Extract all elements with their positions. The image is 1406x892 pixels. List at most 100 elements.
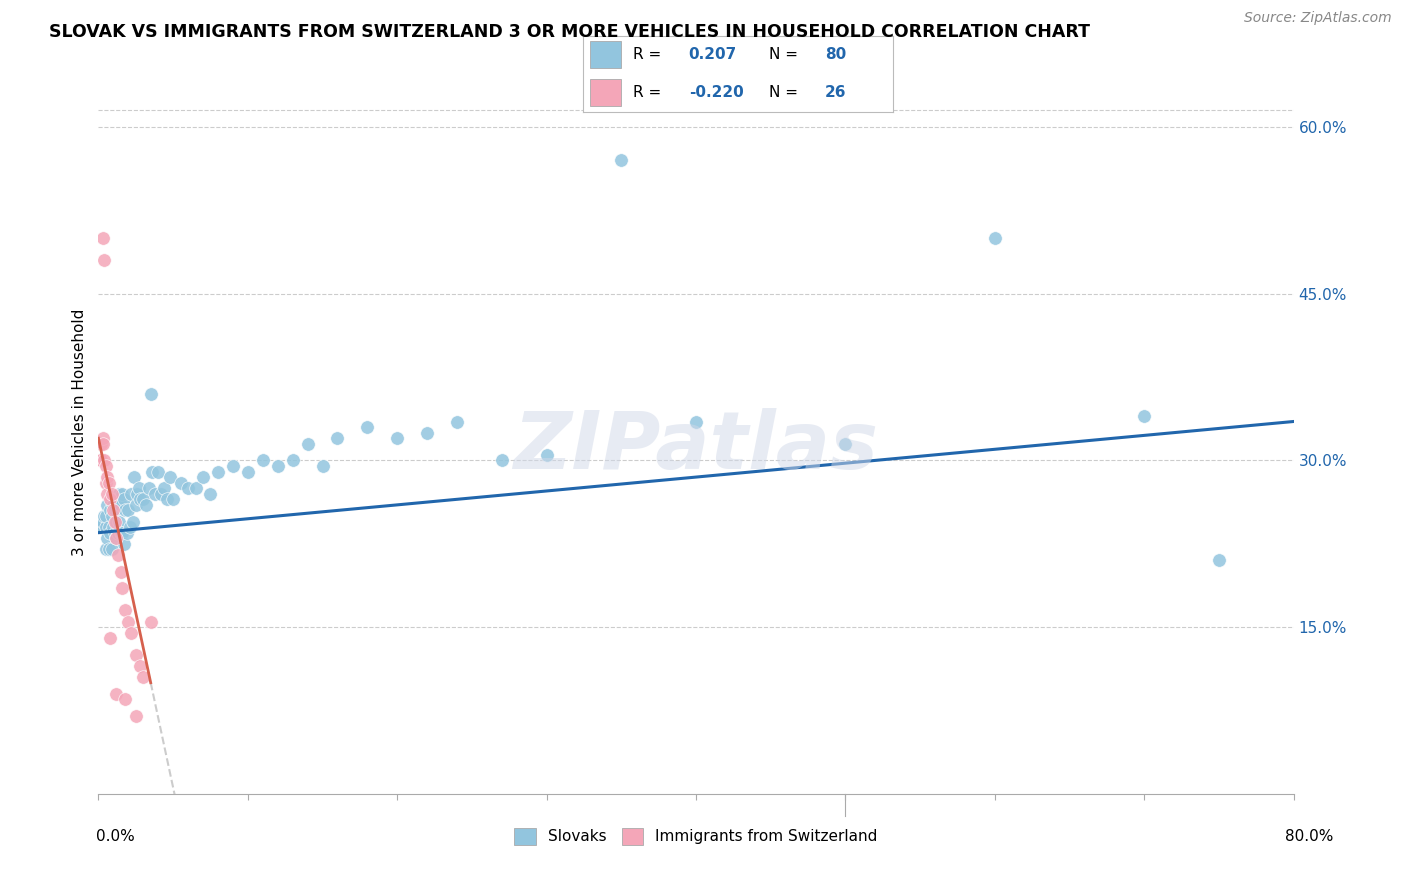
Point [120,625,142,640]
Point [150,487,173,501]
Point [446,415,468,429]
Point [536,448,558,462]
Point [207,465,229,479]
Point [125,648,148,662]
Point [169,475,191,490]
Point [94,508,117,523]
Point [91,436,114,450]
Point [159,470,181,484]
Point [121,515,143,529]
Legend: Slovaks, Immigrants from Switzerland: Slovaks, Immigrants from Switzerland [508,822,884,851]
Point [101,487,124,501]
Point [105,515,128,529]
Point [105,687,128,701]
Point [91,431,114,445]
Point [162,492,184,507]
Point [94,542,117,557]
Point [125,709,148,723]
Text: ZIPatlas: ZIPatlas [513,408,879,486]
Point [91,515,114,529]
Point [153,481,176,495]
Point [110,498,132,512]
Point [128,481,150,495]
Point [93,253,115,268]
Point [97,520,120,534]
Point [129,492,152,507]
Point [90,520,112,534]
Point [103,503,125,517]
Point [89,453,111,467]
Point [356,420,378,434]
Point [138,481,160,495]
Point [236,465,259,479]
Point [125,498,148,512]
Point [93,453,115,467]
Point [111,525,134,540]
Point [96,470,118,484]
Point [112,537,135,551]
Point [311,458,333,473]
Point [90,453,112,467]
Point [267,458,290,473]
Text: 80: 80 [825,47,846,62]
Text: -0.220: -0.220 [689,85,744,100]
Point [96,531,118,545]
Text: R =: R = [633,85,661,100]
Point [111,581,134,595]
Point [104,525,127,540]
Point [1208,553,1230,567]
Point [96,498,118,512]
Point [103,498,125,512]
Point [101,508,124,523]
Point [120,487,142,501]
Point [143,487,166,501]
Point [111,487,134,501]
Point [685,415,707,429]
Point [200,487,222,501]
Point [107,525,129,540]
Point [124,470,146,484]
Point [114,603,136,617]
Point [184,481,207,495]
Point [104,503,127,517]
Bar [589,41,620,69]
Point [104,515,127,529]
Point [114,692,136,706]
Bar [589,78,620,106]
Point [105,531,128,545]
Point [834,436,856,450]
Point [118,520,141,534]
Point [97,475,120,490]
Point [91,231,114,245]
Point [110,565,132,579]
Point [117,615,139,629]
Point [1133,409,1156,423]
Point [132,492,155,507]
Point [139,386,162,401]
Point [491,453,513,467]
Point [416,425,439,440]
Point [112,492,135,507]
Text: 26: 26 [825,85,846,100]
Point [93,508,115,523]
Point [127,487,149,501]
Point [107,492,129,507]
Point [110,525,132,540]
Point [297,436,319,450]
Point [98,503,122,517]
Point [129,659,152,673]
Text: N =: N = [769,47,799,62]
Point [141,465,163,479]
Text: N =: N = [769,85,799,100]
Point [97,542,120,557]
Point [984,231,1007,245]
Point [326,431,349,445]
Point [108,515,131,529]
Text: Source: ZipAtlas.com: Source: ZipAtlas.com [1244,11,1392,25]
Point [135,498,157,512]
Point [98,525,122,540]
Point [252,453,274,467]
Point [90,436,112,450]
Point [101,542,124,557]
Point [103,520,125,534]
